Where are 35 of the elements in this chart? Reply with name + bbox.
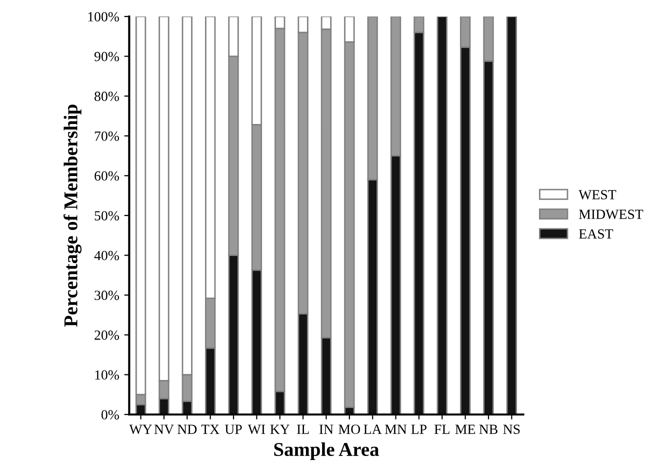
y-tick-label: 100% [88, 12, 120, 22]
x-tick-label: MO [338, 424, 360, 434]
x-tick-label: LP [411, 424, 426, 434]
y-axis-title: Percentage of Membership [64, 104, 82, 327]
legend-label: MIDWEST [578, 210, 644, 220]
y-tick-label: 80% [94, 92, 120, 102]
y-tick-label: 30% [94, 290, 120, 300]
y-tick-label: 70% [94, 131, 120, 141]
x-tick-label: NB [479, 424, 498, 434]
legend-label: EAST [578, 229, 614, 239]
legend-label: WEST [578, 190, 616, 200]
x-tick-label: NS [503, 424, 520, 434]
x-tick-label: WI [248, 424, 266, 434]
bar [506, 16, 517, 414]
y-tick-label: 20% [94, 330, 120, 340]
x-tick-label: MN [384, 424, 407, 434]
y-tick-label: 0% [101, 410, 120, 420]
y-tick-label: 50% [94, 211, 120, 220]
x-tick-label: NV [154, 424, 174, 434]
x-axis-title: Sample Area [274, 442, 379, 460]
bar [436, 16, 448, 414]
x-tick-label: WY [129, 424, 152, 434]
y-tick-label: 90% [94, 52, 120, 62]
x-tick-label: ND [178, 424, 197, 434]
x-tick-label: UP [224, 424, 242, 434]
x-tick-label: IL [296, 424, 309, 434]
y-tick-label: 10% [95, 370, 120, 380]
y-tick-label: 40% [94, 250, 120, 260]
x-tick-label: LA [364, 424, 382, 434]
y-tick-label: 60% [94, 171, 120, 181]
x-tick-label: KY [270, 424, 290, 434]
x-tick-label: TX [201, 424, 220, 434]
x-tick-label: ME [455, 424, 476, 434]
x-tick-label: IN [319, 424, 334, 434]
x-tick-label: FL [434, 424, 450, 434]
